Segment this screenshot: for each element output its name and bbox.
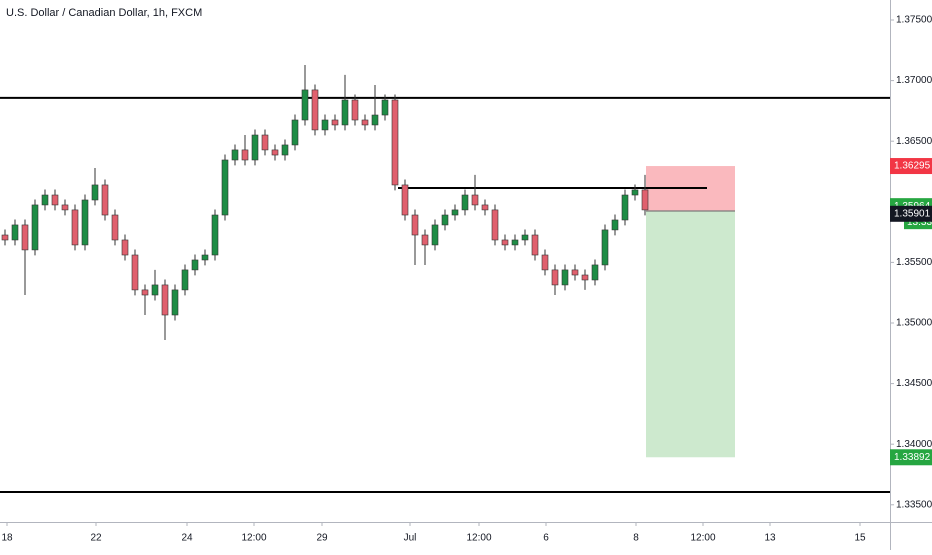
candle-body: [541, 254, 549, 271]
x-tick-label: 24: [181, 533, 193, 544]
candle-body: [141, 289, 149, 296]
x-tick-label: 12:00: [690, 533, 715, 544]
x-tick-label: 12:00: [241, 533, 266, 544]
candle-body: [381, 99, 389, 116]
candle-body: [501, 239, 509, 246]
candle-body: [521, 234, 529, 241]
y-tick-label: 1.35000: [896, 318, 932, 329]
candle-body: [551, 269, 559, 286]
candle-body: [31, 204, 39, 251]
candle-body: [261, 134, 269, 151]
x-tick-label: 15: [854, 533, 866, 544]
candle-body: [351, 99, 359, 121]
candle-body: [571, 269, 579, 276]
candle-body: [281, 144, 289, 156]
candle-body: [641, 189, 649, 211]
candle-body: [371, 114, 379, 126]
candle-body: [411, 214, 419, 236]
price-tag: [890, 158, 932, 175]
candle-body: [491, 209, 499, 241]
candle-body: [121, 239, 129, 256]
candle-body: [271, 149, 279, 156]
candle-body: [631, 189, 639, 196]
x-tick-label: 18: [1, 533, 13, 544]
y-tick-label: 1.35500: [896, 257, 932, 268]
candle-body: [191, 259, 199, 271]
candle-body: [331, 119, 339, 126]
candle-body: [81, 199, 89, 246]
y-tick-label: 1.37000: [896, 75, 932, 86]
candle-body: [481, 204, 489, 211]
candle-body: [401, 184, 409, 216]
candle-body: [251, 134, 259, 161]
candle-body: [321, 119, 329, 131]
x-tick-label: 29: [316, 533, 328, 544]
candle-body: [231, 149, 239, 161]
candle-body: [311, 89, 319, 131]
candle-body: [241, 149, 249, 161]
candle-body: [71, 209, 79, 246]
candle-body: [621, 194, 629, 221]
candle-body: [51, 194, 59, 206]
candle-body: [561, 269, 569, 286]
candle-body: [41, 194, 49, 206]
x-tick-label: 8: [633, 533, 639, 544]
candle-body: [61, 204, 69, 211]
candle-body: [301, 89, 309, 121]
countdown-label: 13:33: [907, 217, 932, 228]
x-tick-label: 22: [90, 533, 102, 544]
chart-title: U.S. Dollar / Canadian Dollar, 1h, FXCM: [6, 7, 202, 19]
candle-body: [131, 254, 139, 291]
candle-body: [91, 184, 99, 201]
candle-body: [591, 264, 599, 281]
candle-body: [151, 284, 159, 296]
candle-body: [171, 289, 179, 316]
candle-body: [221, 159, 229, 216]
y-tick-label: 1.33500: [896, 499, 932, 510]
x-tick-label: 6: [543, 533, 549, 544]
candle-body: [161, 284, 169, 316]
candle-body: [391, 99, 399, 186]
candle-body: [21, 224, 29, 251]
candle-body: [181, 269, 189, 291]
candle-body: [531, 234, 539, 256]
candle-body: [211, 214, 219, 256]
candle-body: [341, 99, 349, 126]
candle-body: [581, 274, 589, 281]
y-tick-label: 1.34500: [896, 378, 932, 389]
candle-body: [601, 229, 609, 266]
candle-body: [11, 224, 19, 241]
candle-body: [461, 194, 469, 211]
x-tick-label: 13: [764, 533, 776, 544]
x-tick-label: 12:00: [466, 533, 491, 544]
price-tag-label: 1.33892: [894, 452, 931, 463]
candle-body: [1, 234, 9, 241]
y-tick-label: 1.36500: [896, 136, 932, 147]
candle-body: [451, 209, 459, 216]
candle-body: [611, 219, 619, 231]
candle-body: [471, 194, 479, 206]
price-tag-label: 1.36295: [894, 161, 931, 172]
price-tag-label: 1.35901: [894, 208, 931, 219]
candle-body: [101, 184, 109, 216]
price-tag: [890, 449, 932, 466]
target-zone: [646, 211, 735, 458]
y-tick-label: 1.37500: [896, 15, 932, 26]
candle-body: [361, 119, 369, 126]
candle-body: [511, 239, 519, 246]
x-tick-label: Jul: [404, 533, 417, 544]
candle-body: [421, 234, 429, 246]
price-tag: [890, 205, 932, 222]
candle-body: [201, 254, 209, 261]
y-tick-label: 1.34000: [896, 439, 932, 450]
candle-body: [111, 214, 119, 241]
candle-body: [441, 214, 449, 226]
candle-body: [291, 119, 299, 146]
candle-body: [431, 224, 439, 246]
